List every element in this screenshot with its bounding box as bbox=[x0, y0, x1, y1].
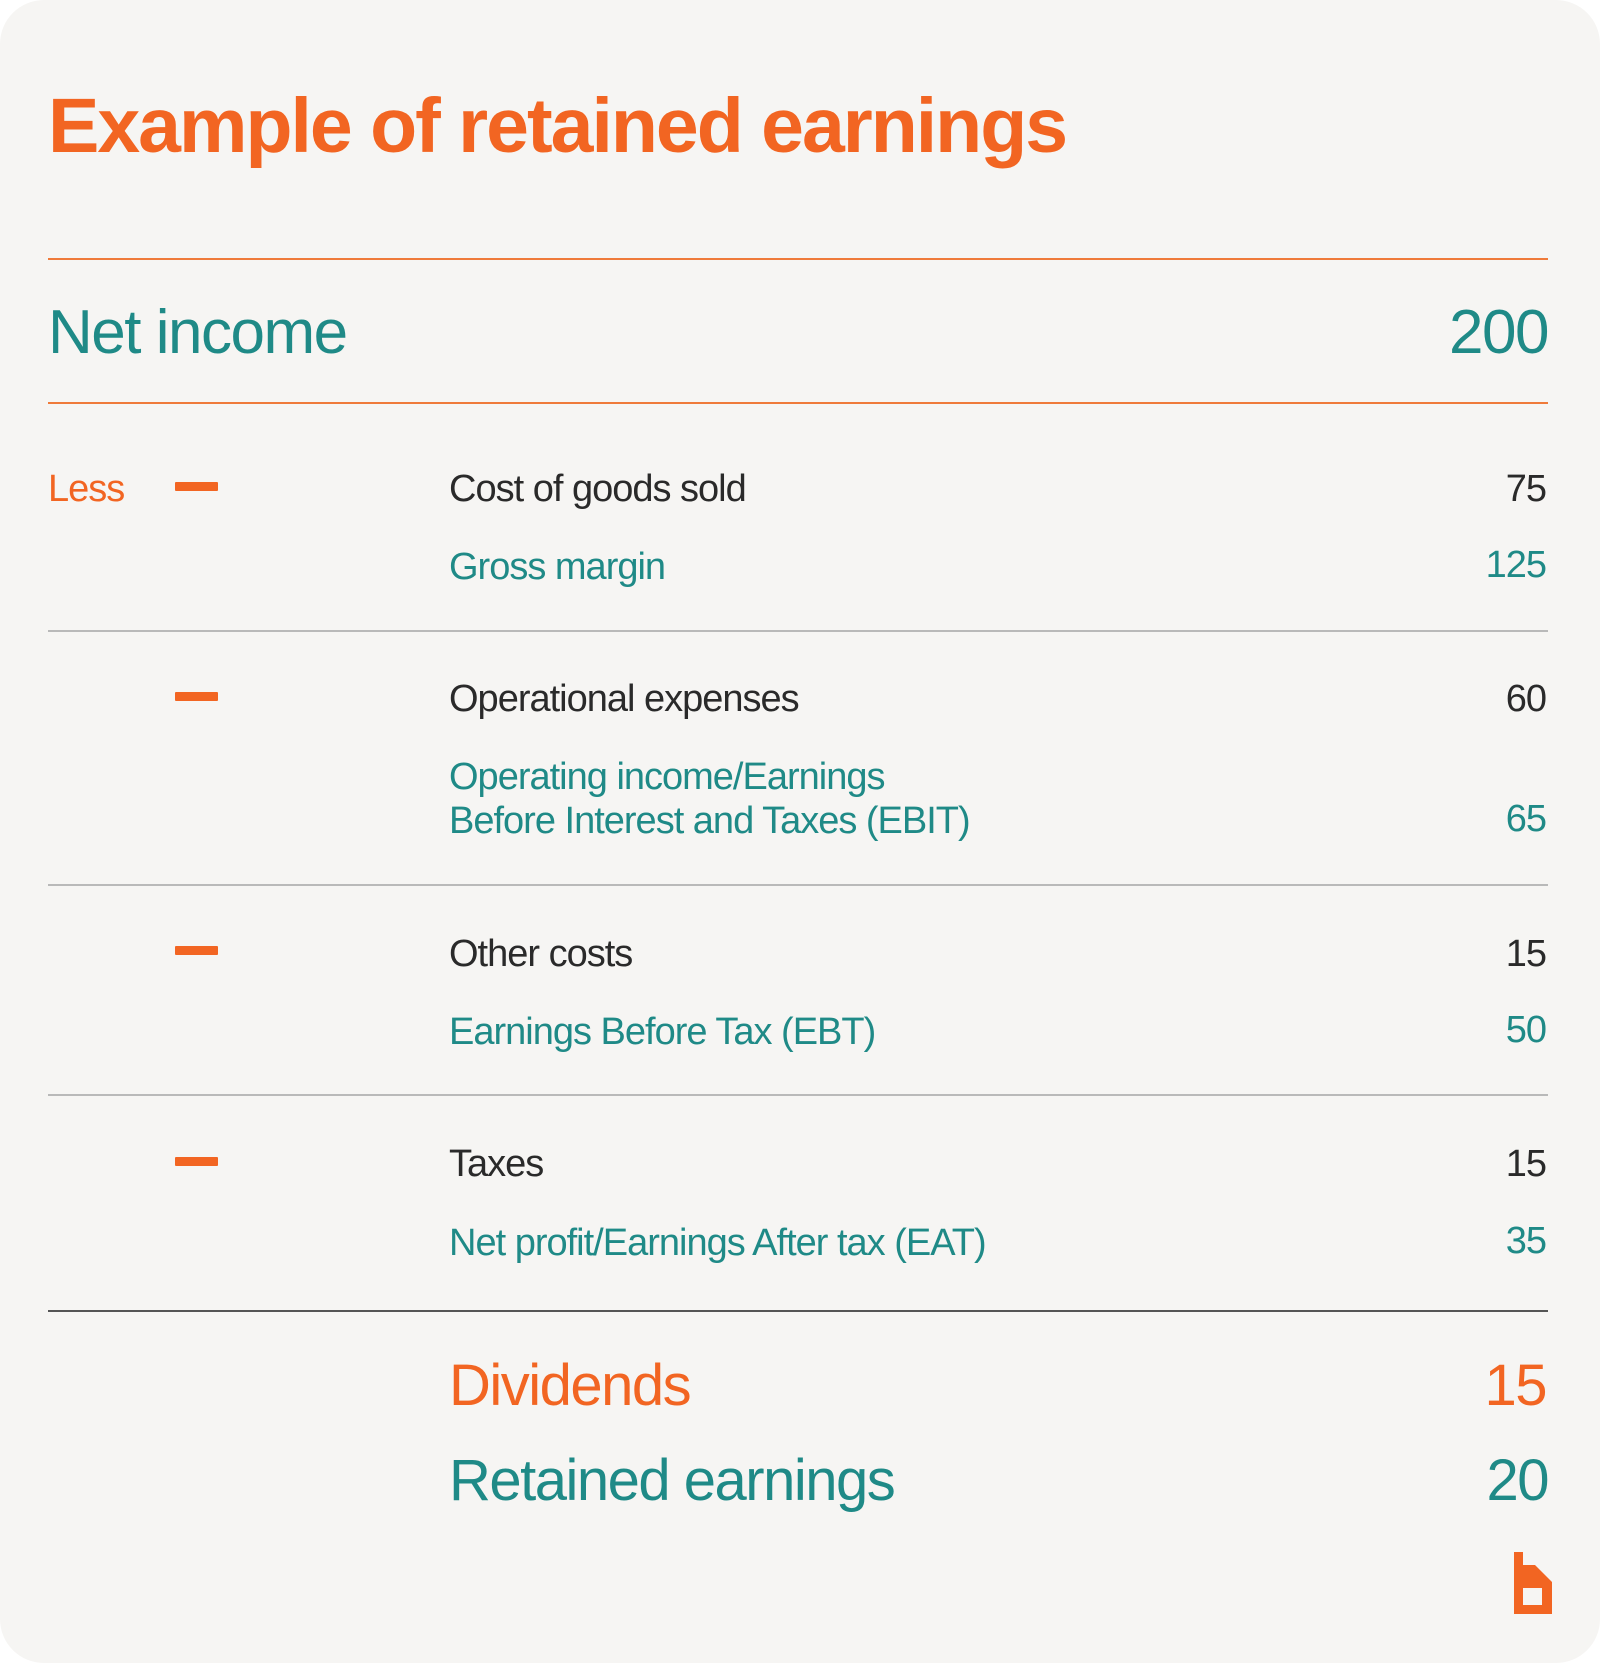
retained-earnings-label: Retained earnings bbox=[449, 1448, 896, 1513]
cost-item-label: Operational expenses bbox=[449, 678, 800, 720]
result-value: 50 bbox=[1505, 1009, 1547, 1051]
result-label: Operating income/Earnings Before Interes… bbox=[449, 756, 971, 843]
result-label-line: Gross margin bbox=[449, 546, 666, 588]
result-value: 35 bbox=[1505, 1220, 1547, 1262]
divider-group-1 bbox=[48, 630, 1548, 632]
dividends-label: Dividends bbox=[449, 1353, 692, 1418]
result-label-line: Operating income/Earnings bbox=[449, 756, 885, 798]
minus-icon bbox=[175, 482, 218, 491]
dividends-value: 15 bbox=[1484, 1353, 1547, 1418]
cost-item-label: Cost of goods sold bbox=[449, 468, 747, 510]
cost-item-value: 15 bbox=[1505, 1143, 1547, 1185]
minus-icon bbox=[175, 692, 218, 701]
net-income-label: Net income bbox=[48, 298, 348, 367]
result-label: Gross margin bbox=[449, 546, 666, 590]
retained-earnings-value: 20 bbox=[1486, 1448, 1549, 1513]
result-label-line: Before Interest and Taxes (EBIT) bbox=[449, 799, 971, 842]
divider-totals bbox=[48, 1310, 1548, 1312]
cost-item-value: 75 bbox=[1505, 468, 1547, 510]
divider-group-3 bbox=[48, 1094, 1548, 1096]
cost-item-value: 15 bbox=[1505, 933, 1547, 975]
divider-top bbox=[48, 258, 1548, 260]
result-label: Earnings Before Tax (EBT) bbox=[449, 1011, 876, 1055]
cost-item-label: Other costs bbox=[449, 933, 633, 975]
result-label: Net profit/Earnings After tax (EAT) bbox=[449, 1222, 987, 1266]
result-value: 125 bbox=[1485, 544, 1547, 586]
result-label-line: Earnings Before Tax (EBT) bbox=[449, 1011, 876, 1053]
brand-logo-icon bbox=[1514, 1552, 1552, 1614]
page-title: Example of retained earnings bbox=[48, 83, 1068, 169]
less-label: Less bbox=[48, 468, 125, 510]
result-label-line: Net profit/Earnings After tax (EAT) bbox=[449, 1222, 987, 1264]
cost-item-value: 60 bbox=[1505, 678, 1547, 720]
minus-icon bbox=[175, 1157, 218, 1166]
divider-group-2 bbox=[48, 884, 1548, 886]
divider-net-income bbox=[48, 402, 1548, 404]
net-income-value: 200 bbox=[1449, 298, 1549, 367]
cost-item-label: Taxes bbox=[449, 1143, 544, 1185]
result-value: 65 bbox=[1505, 798, 1547, 840]
minus-icon bbox=[175, 946, 218, 955]
